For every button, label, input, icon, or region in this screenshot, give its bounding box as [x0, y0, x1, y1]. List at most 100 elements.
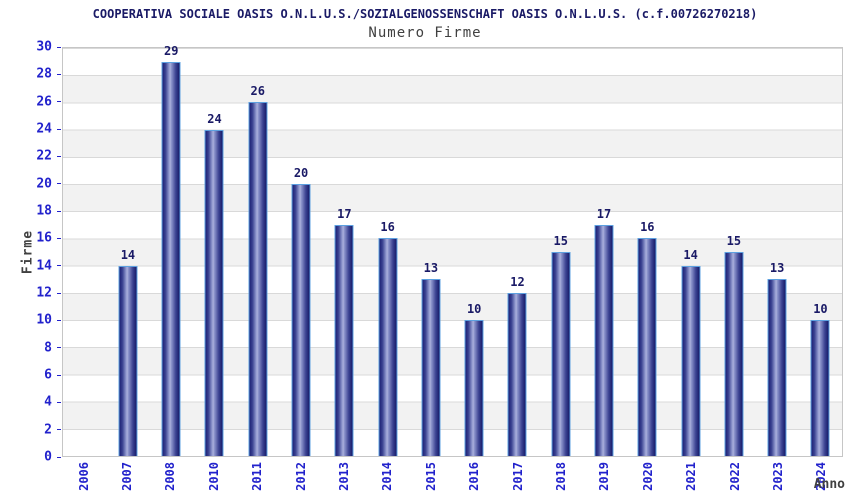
- bar: [724, 252, 744, 456]
- x-label-cell: 2015: [409, 462, 452, 498]
- bar: [637, 238, 657, 456]
- bar-value-label: 16: [380, 220, 395, 235]
- y-tick-label: 18: [36, 203, 52, 219]
- x-label-cell: 2016: [453, 462, 496, 498]
- y-tick-mark: [57, 429, 61, 431]
- x-label-cell: 2010: [192, 462, 235, 498]
- bar-value-label: 13: [423, 261, 439, 276]
- y-tick-mark: [57, 374, 61, 376]
- y-tick-label: 12: [36, 285, 52, 301]
- y-tick-mark: [57, 101, 61, 103]
- bar-cell: 15: [712, 48, 755, 456]
- bar-value-label: 20: [293, 166, 309, 181]
- y-tick-mark: [57, 73, 61, 75]
- y-tick-label: 20: [36, 176, 52, 192]
- x-tick-label: 2019: [597, 462, 612, 491]
- y-tick-label: 6: [44, 367, 52, 383]
- bar-cell: 29: [150, 44, 193, 456]
- x-tick-label: 2013: [337, 462, 352, 491]
- y-tick-label: 22: [36, 148, 52, 164]
- x-label-cell: 2020: [626, 462, 669, 498]
- bar: [464, 320, 484, 456]
- y-tick-mark: [57, 183, 61, 185]
- bar-cell: 17: [582, 48, 625, 456]
- y-tick-mark: [57, 265, 61, 267]
- y-tick-label: 24: [36, 121, 52, 137]
- bar-value-label: 26: [250, 84, 265, 99]
- x-tick-label: 2016: [467, 462, 482, 491]
- y-tick-mark: [57, 128, 61, 130]
- bar-cell: 13: [756, 48, 799, 456]
- y-axis-title: Firme: [20, 229, 36, 275]
- x-label-cell: 2011: [236, 462, 279, 498]
- x-label-cell: 2012: [279, 462, 322, 498]
- x-label-cell: 2018: [539, 462, 582, 498]
- y-tick-label: 16: [36, 230, 52, 246]
- y-tick-mark: [57, 210, 61, 212]
- x-label-cell: 2017: [496, 462, 539, 498]
- bar-cell: 15: [539, 48, 582, 456]
- bar: [810, 320, 830, 456]
- y-tick-label: 30: [36, 39, 52, 55]
- bar: [204, 129, 224, 456]
- bar-cell: 16: [626, 48, 669, 456]
- x-label-cell: 2007: [105, 462, 148, 498]
- x-tick-label: 2011: [250, 462, 265, 491]
- bar-value-label: 15: [726, 234, 742, 248]
- chart-title: COOPERATIVA SOCIALE OASIS O.N.L.U.S./SOZ…: [92, 7, 758, 21]
- x-tick-label: 2017: [510, 462, 525, 491]
- bar-series: 14 29 24 26 20 17 16 13 10 12 15 17 16 14 15 13 10: [63, 44, 842, 456]
- x-tick-label: 2023: [770, 462, 785, 491]
- y-axis: 0 2 4 6 8 10 12 14 16 18 20 22 24 26 28 30: [0, 40, 62, 465]
- bar-cell: 24: [193, 48, 236, 456]
- bar-value-label: 17: [337, 206, 352, 221]
- bar-cell: 14: [106, 48, 149, 456]
- bar-value-label: 14: [683, 247, 698, 262]
- x-label-cell: 2008: [149, 462, 192, 498]
- bar: [378, 238, 398, 456]
- bar-value-label: 15: [553, 234, 568, 248]
- bar-cell: 16: [366, 48, 409, 456]
- bar-cell: 10: [799, 48, 842, 456]
- bar-value-label: 24: [207, 111, 222, 126]
- x-tick-label: 2007: [120, 462, 135, 491]
- y-tick-mark: [57, 456, 61, 458]
- y-tick-label: 2: [44, 422, 52, 438]
- bar: [161, 61, 181, 456]
- x-axis-tick-labels: 2006 2007 2008 2010 2011 2012 2013 2014 2015 2016…: [62, 462, 843, 498]
- x-tick-label: 2012: [293, 462, 308, 491]
- y-tick-mark: [57, 155, 61, 157]
- x-label-cell: 2014: [366, 462, 409, 498]
- x-tick-label: 2006: [76, 462, 91, 491]
- bar-value-label: 10: [813, 302, 828, 317]
- x-label-cell: 2006: [62, 462, 105, 498]
- bar: [334, 224, 354, 456]
- y-tick-mark: [57, 237, 61, 239]
- bar-cell: 17: [323, 48, 366, 456]
- bar-value-label: 12: [510, 274, 525, 289]
- x-tick-label: 2010: [206, 462, 221, 491]
- x-tick-label: 2015: [423, 462, 438, 491]
- x-tick-label: 2022: [727, 462, 742, 491]
- y-tick-label: 10: [36, 312, 52, 328]
- plot-area: 14 29 24 26 20 17 16 13 10 12 15 17 16 14 15 13 10: [62, 44, 843, 457]
- x-tick-label: 2008: [163, 462, 178, 491]
- bar-cell: [63, 48, 106, 456]
- bar: [248, 102, 268, 456]
- bar: [421, 279, 441, 456]
- x-label-cell: 2022: [713, 462, 756, 498]
- bar: [594, 224, 614, 456]
- bar-value-label: 14: [120, 247, 136, 262]
- y-tick-mark: [57, 347, 61, 349]
- bar-cell: 10: [453, 48, 496, 456]
- bar-value-label: 13: [769, 261, 785, 276]
- y-tick-label: 0: [44, 449, 52, 465]
- y-tick-label: 8: [44, 340, 52, 356]
- x-tick-label: 2021: [684, 462, 699, 491]
- bar: [551, 252, 571, 456]
- bar-cell: 26: [236, 48, 279, 456]
- bar: [681, 265, 701, 456]
- bar-cell: 12: [496, 48, 539, 456]
- bar-cell: 20: [279, 48, 322, 456]
